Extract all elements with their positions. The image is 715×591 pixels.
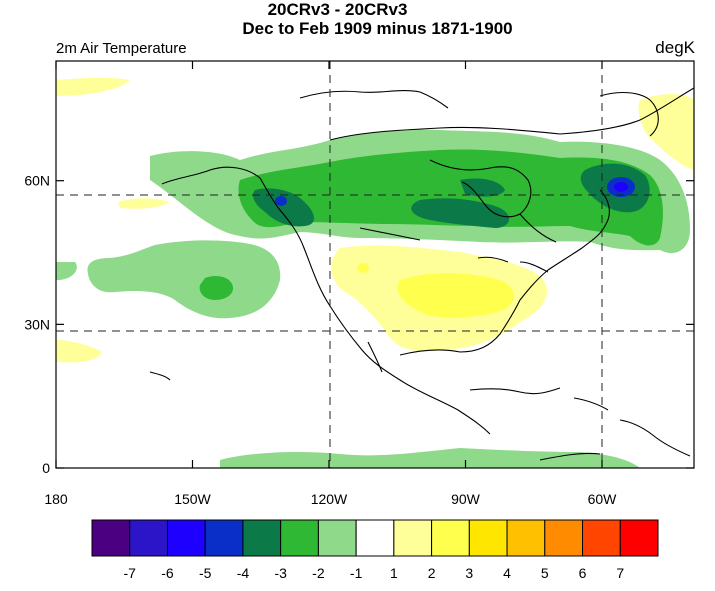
axis-ticks: 180 150W 120W 90W 60W 0 30N 60N: [24, 61, 694, 507]
anomaly-shading-dark-green: [253, 163, 650, 228]
colorbar-box: [91, 519, 131, 557]
variable-label: 2m Air Temperature: [56, 40, 187, 57]
colorbar-label: -5: [199, 565, 212, 581]
colorbar-box: [431, 519, 470, 557]
colorbar-box: [355, 519, 395, 557]
x-tick-label: 90W: [451, 491, 481, 507]
colorbar-box: [280, 519, 319, 557]
colorbar-label: 4: [503, 565, 511, 581]
colorbar-box: [317, 519, 357, 557]
colorbar-label: -2: [312, 565, 325, 581]
anomaly-shading-strong-blue: [614, 182, 628, 192]
x-tick-label: 120W: [311, 491, 348, 507]
coastlines: [149, 87, 694, 461]
colorbar-label: 5: [541, 565, 549, 581]
map-frame: [55, 60, 695, 469]
colorbar-label: -1: [350, 565, 363, 581]
anomaly-shading-green: [199, 149, 663, 300]
colorbar-label: -4: [237, 565, 250, 581]
title-line-1: 20CRv3 - 20CRv3: [267, 0, 408, 19]
colorbar-label: -7: [124, 565, 137, 581]
colorbar-box: [619, 519, 659, 557]
x-tick-label: 180: [44, 491, 68, 507]
colorbar-label: -6: [161, 565, 174, 581]
colorbar-label: -3: [274, 565, 287, 581]
x-tick-label: 60W: [588, 491, 618, 507]
colorbar-label: 6: [579, 565, 587, 581]
colorbar-box: [166, 519, 206, 557]
colorbar-box: [129, 519, 168, 557]
y-tick-label: 0: [42, 460, 50, 476]
colorbar-label: 1: [390, 565, 398, 581]
map-plot-area: [56, 61, 694, 468]
x-tick-label: 150W: [174, 491, 211, 507]
colorbar-box: [242, 519, 282, 557]
title-line-2: Dec to Feb 1909 minus 1871-1900: [242, 19, 513, 38]
gridlines: [56, 61, 694, 468]
y-tick-label: 60N: [24, 173, 50, 189]
unit-label: degK: [655, 38, 695, 57]
anomaly-shading-yellow: [357, 263, 515, 318]
colorbar-label: 7: [616, 565, 624, 581]
colorbar-box: [544, 519, 584, 557]
colorbar: -7 -6 -5 -4 -3 -2 -1 1 2 3 4 5 6 7: [91, 519, 659, 581]
colorbar-box: [468, 519, 508, 557]
colorbar-box: [204, 519, 244, 557]
colorbar-box: [582, 519, 621, 557]
colorbar-box: [393, 519, 433, 557]
y-tick-label: 30N: [24, 316, 50, 332]
colorbar-label: 2: [428, 565, 436, 581]
colorbar-label: 3: [465, 565, 473, 581]
colorbar-box: [506, 519, 546, 557]
